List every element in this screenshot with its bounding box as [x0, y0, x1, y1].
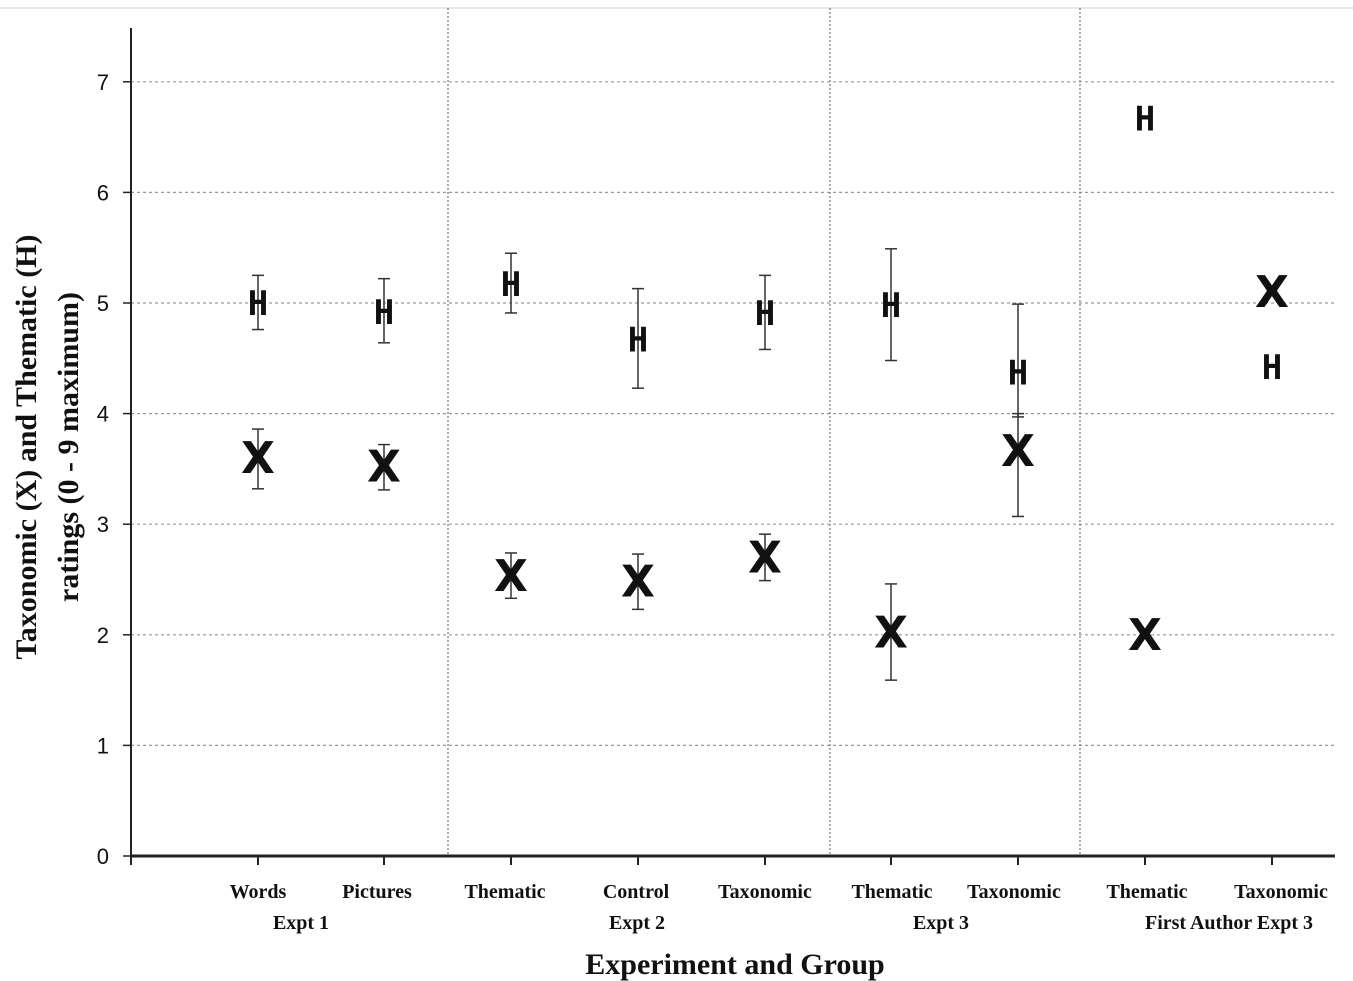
group-labels: Expt 1 Expt 2 Expt 3 First Author Expt 3 — [273, 912, 1313, 934]
error-bars — [252, 248, 1024, 681]
taxonomic-marker: X — [621, 557, 655, 608]
taxonomic-marker: X — [1128, 610, 1162, 661]
thematic-marker: H — [501, 265, 521, 305]
y-tick-label: 2 — [97, 623, 109, 648]
x-axis-title: Experiment and Group — [585, 948, 885, 981]
y-tick-label: 1 — [97, 733, 109, 758]
y-axis-title-line1: Taxonomic (X) and Thematic (H) — [10, 234, 43, 659]
group-separators — [447, 8, 1081, 856]
category-label: Taxonomic — [1234, 881, 1328, 903]
taxonomic-marker: X — [874, 608, 908, 659]
category-label: Words — [230, 881, 287, 903]
group-label: Expt 3 — [913, 912, 969, 934]
thematic-marker: H — [628, 320, 648, 360]
y-tick-label: 4 — [97, 402, 109, 427]
category-label: Thematic — [1106, 881, 1187, 903]
thematic-marker: H — [755, 294, 775, 334]
taxonomic-marker: X — [1001, 426, 1035, 477]
taxonomic-marker: X — [494, 551, 528, 602]
axes — [123, 28, 1335, 865]
gridlines — [131, 81, 1335, 747]
y-axis-title-line2: ratings (0 - 9 maximum) — [52, 292, 85, 602]
y-tick-label: 6 — [97, 180, 109, 205]
thematic-marker: H — [248, 284, 268, 324]
y-tick-labels: 0 1 2 3 4 5 6 7 — [97, 70, 109, 869]
category-label: Thematic — [464, 881, 545, 903]
x-tick-labels: Words Pictures Thematic Control Taxonomic The… — [230, 881, 1328, 903]
y-tick-label: 3 — [97, 512, 109, 537]
category-label: Taxonomic — [718, 881, 812, 903]
category-label: Control — [603, 881, 670, 903]
y-tick-label: 7 — [97, 70, 109, 95]
group-label: Expt 2 — [609, 912, 665, 934]
taxonomic-marker: X — [241, 433, 275, 484]
group-label: Expt 1 — [273, 912, 329, 934]
taxonomic-marker: X — [367, 442, 401, 493]
taxonomic-marker: X — [1255, 267, 1289, 318]
category-label: Pictures — [342, 881, 412, 903]
group-label: First Author Expt 3 — [1145, 912, 1313, 934]
thematic-marker: H — [1008, 354, 1028, 394]
thematic-marker: H — [1135, 99, 1155, 139]
category-label: Taxonomic — [967, 881, 1061, 903]
thematic-marker: H — [374, 293, 394, 333]
y-tick-label: 5 — [97, 291, 109, 316]
thematic-marker: H — [1262, 348, 1282, 388]
category-label: Thematic — [851, 881, 932, 903]
y-tick-label: 0 — [97, 844, 109, 869]
taxonomic-marker: X — [748, 532, 782, 583]
thematic-marker: H — [881, 286, 901, 326]
